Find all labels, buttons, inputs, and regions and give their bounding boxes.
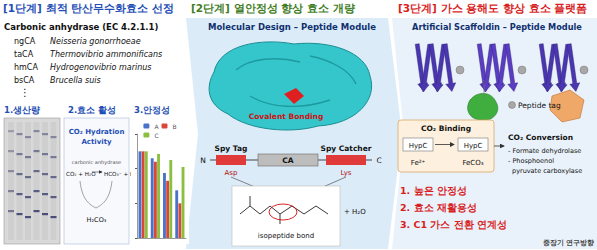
svg-text:H₂CO₃: H₂CO₃: [87, 216, 107, 224]
svg-text:Brucella suis: Brucella suis: [50, 76, 101, 85]
svg-text:+ H₂O: + H₂O: [344, 208, 366, 216]
svg-text:Asp: Asp: [225, 169, 238, 177]
svg-text:CO₂ Binding: CO₂ Binding: [421, 124, 471, 133]
svg-text:[3단계] 가스 용해도 향상 효소 플랫폼: [3단계] 가스 용해도 향상 효소 플랫폼: [398, 2, 587, 14]
svg-text:중장기 연구방향: 중장기 연구방향: [543, 239, 594, 247]
svg-text:FeCO₃: FeCO₃: [462, 159, 483, 167]
svg-text:C: C: [376, 156, 381, 165]
svg-text:CO₂ + H₂O: CO₂ + H₂O: [66, 171, 96, 177]
svg-text:⋮: ⋮: [20, 87, 30, 98]
svg-text:CO₂ Hydration: CO₂ Hydration: [69, 128, 125, 136]
svg-text:Peptide tag: Peptide tag: [518, 101, 561, 110]
svg-text:1. 높은 안정성: 1. 높은 안정성: [400, 185, 467, 196]
svg-text:HCO₃⁻ + H⁺: HCO₃⁻ + H⁺: [104, 171, 138, 177]
svg-text:Activity: Activity: [81, 138, 112, 146]
svg-text:[2단계] 열안정성 향상 효소 개량: [2단계] 열안정성 향상 효소 개량: [191, 2, 355, 14]
svg-text:CO₂ Conversion: CO₂ Conversion: [508, 133, 573, 142]
svg-text:Artificial Scaffoldin – Peptid: Artificial Scaffoldin – Peptide Module: [412, 22, 582, 32]
svg-text:HypC: HypC: [464, 142, 483, 150]
svg-text:[1단계] 최적 탄산무수화효소 선정: [1단계] 최적 탄산무수화효소 선정: [3, 2, 174, 14]
svg-text:Spy Catcher: Spy Catcher: [321, 144, 372, 153]
svg-text:1.생산량: 1.생산량: [4, 105, 40, 115]
svg-text:Carbonic anhydrase (EC 4.2.1.1: Carbonic anhydrase (EC 4.2.1.1): [4, 22, 158, 32]
svg-text:B: B: [172, 123, 176, 130]
svg-text:2. 효소 재활용성: 2. 효소 재활용성: [400, 202, 477, 213]
svg-text:ngCA: ngCA: [14, 37, 36, 46]
svg-text:- Phosphoenol: - Phosphoenol: [508, 157, 554, 165]
svg-text:Lys: Lys: [340, 169, 351, 177]
svg-text:Molecular Design – Peptide Mod: Molecular Design – Peptide Module: [208, 22, 376, 32]
svg-text:Covalent Bonding: Covalent Bonding: [249, 112, 324, 121]
svg-text:Fe²⁺: Fe²⁺: [411, 159, 426, 167]
svg-text:CA: CA: [282, 156, 294, 165]
svg-text:bsCA: bsCA: [14, 76, 35, 85]
svg-text:N: N: [200, 156, 206, 165]
svg-text:Hydrogenovibrio marinus: Hydrogenovibrio marinus: [50, 63, 151, 72]
svg-text:3. C1 가스 전환 연계성: 3. C1 가스 전환 연계성: [400, 219, 507, 230]
svg-text:C: C: [154, 132, 158, 139]
svg-text:taCA: taCA: [14, 50, 34, 59]
svg-text:Neisseria gonorrhoeae: Neisseria gonorrhoeae: [50, 37, 141, 46]
svg-text:pyruvate carboxylase: pyruvate carboxylase: [512, 167, 582, 175]
svg-text:hmCA: hmCA: [14, 63, 38, 72]
svg-text:A: A: [154, 123, 159, 130]
svg-text:HypC: HypC: [409, 142, 428, 150]
svg-text:Thermovibrio ammonificans: Thermovibrio ammonificans: [50, 50, 162, 59]
svg-text:2.효소 활성: 2.효소 활성: [68, 105, 116, 115]
svg-text:- Formate dehydrolase: - Formate dehydrolase: [508, 147, 581, 155]
svg-text:3.안정성: 3.안정성: [134, 105, 170, 115]
svg-text:carbonic anhydrase: carbonic anhydrase: [72, 159, 121, 166]
svg-text:isopeptide bond: isopeptide bond: [258, 232, 314, 240]
svg-text:Spy Tag: Spy Tag: [215, 144, 248, 153]
